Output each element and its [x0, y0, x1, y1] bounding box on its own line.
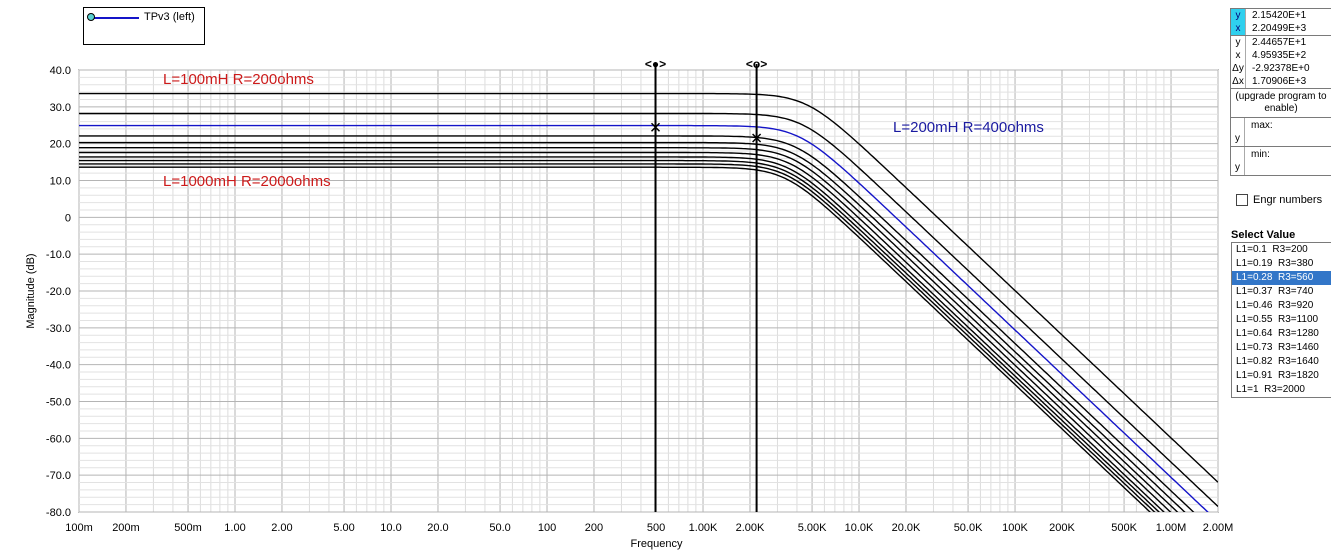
y-tick-label: 0 [65, 212, 71, 224]
engr-numbers-toggle[interactable]: Engr numbers [1236, 194, 1322, 206]
legend: TPv3 (left) [83, 7, 205, 45]
series-group [79, 92, 1218, 512]
select-value-item[interactable]: L1=0.37 R3=740 [1236, 286, 1314, 297]
delta-x-row: Δx 1.70906E+3 [1232, 75, 1307, 88]
y-tick-label: -80.0 [46, 507, 71, 519]
cursor-readout-panel: y 2.15420E+1 x 2.20499E+3 y 2.44657E+1 x… [1230, 8, 1331, 176]
cursor1-y-value: 2.15420E+1 [1252, 10, 1307, 21]
x-tick-label: 500m [174, 522, 202, 534]
x-tick-label: 50.0 [489, 522, 510, 534]
y-tick-label: -10.0 [46, 249, 71, 261]
delta-y-value: -2.92378E+0 [1252, 63, 1310, 74]
x-tick-label: 100 [538, 522, 556, 534]
x-tick-label: 50.0K [954, 522, 983, 534]
series-line-8 [79, 159, 1161, 512]
y-tick-label: 30.0 [50, 102, 71, 114]
y-tick-label: -40.0 [46, 360, 71, 372]
x-tick-label: 100K [1002, 522, 1028, 534]
min-label: min: [1251, 149, 1270, 160]
delta-x-value: 1.70906E+3 [1252, 76, 1307, 87]
series-line-9 [79, 163, 1156, 512]
annotation-label: L=200mH R=400ohms [893, 119, 1044, 136]
series-line-1 [79, 112, 1218, 508]
cursor1-y-row: y 2.15420E+1 [1231, 9, 1331, 22]
y-tick-label: -50.0 [46, 397, 71, 409]
series-line-5 [79, 147, 1179, 512]
cursor-cross-2 [752, 133, 762, 143]
cursor2-x-row: x 4.95935E+2 [1231, 49, 1331, 62]
x-tick-label: 200K [1049, 522, 1075, 534]
y-tick-label: 40.0 [50, 65, 71, 77]
series-line-4 [79, 141, 1186, 512]
x-tick-label: 500K [1111, 522, 1137, 534]
x-tick-label: 20.0K [892, 522, 921, 534]
engr-numbers-checkbox[interactable] [1236, 194, 1248, 206]
annotation-label: L=1000mH R=2000ohms [163, 173, 331, 190]
x-tick-label: 2.00K [736, 522, 765, 534]
cursor1-x-row: x 2.20499E+3 [1231, 22, 1331, 35]
series-line-0 [79, 92, 1218, 483]
series-line-3 [79, 135, 1195, 512]
legend-label: TPv3 (left) [144, 11, 195, 23]
cursor-marker-1: <●> [645, 57, 666, 71]
legend-line [89, 17, 139, 19]
cursor2-x-value: 4.95935E+2 [1252, 50, 1307, 61]
series-line-10 [79, 166, 1152, 512]
cursor2-y-row: y 2.44657E+1 [1231, 35, 1331, 49]
x-tick-label: 1.00 [224, 522, 245, 534]
cursor-cross-1 [650, 122, 661, 132]
x-tick-label: 500 [647, 522, 665, 534]
select-value-item[interactable]: L1=0.91 R3=1820 [1236, 370, 1319, 381]
series-line-7 [79, 156, 1165, 512]
upgrade-note: (upgrade program to enable) [1231, 88, 1331, 117]
select-value-item[interactable]: L1=0.64 R3=1280 [1236, 328, 1319, 339]
y-tick-label: -60.0 [46, 433, 71, 445]
y-tick-label: -20.0 [46, 286, 71, 298]
cursor1-x-value: 2.20499E+3 [1252, 23, 1307, 34]
cursor2-y-value: 2.44657E+1 [1252, 37, 1307, 48]
y-tick-label: 20.0 [50, 139, 71, 151]
x-axis-label: Frequency [631, 538, 683, 550]
x-tick-label: 1.00K [689, 522, 718, 534]
min-row: y min: [1231, 146, 1331, 175]
x-tick-label: 2.00 [271, 522, 292, 534]
x-tick-label: 20.0 [427, 522, 448, 534]
select-value-item[interactable]: L1=0.19 R3=380 [1236, 258, 1314, 269]
max-label: max: [1251, 120, 1273, 131]
y-tick-label: 10.0 [50, 176, 71, 188]
select-value-item[interactable]: L1=0.82 R3=1640 [1236, 356, 1319, 367]
select-value-item[interactable]: L1=0.73 R3=1460 [1236, 342, 1319, 353]
x-tick-label: 100m [65, 522, 93, 534]
x-tick-label: 2.00M [1203, 522, 1234, 534]
series-line-2 [79, 124, 1209, 512]
annotation-label: L=100mH R=200ohms [163, 71, 314, 88]
series-line-6 [79, 151, 1172, 512]
select-value-item[interactable]: L1=0.28 R3=560 [1232, 271, 1331, 285]
y-tick-label: -70.0 [46, 470, 71, 482]
x-tick-label: 5.00K [798, 522, 827, 534]
max-row: y max: [1231, 117, 1331, 146]
select-value-item[interactable]: L1=1 R3=2000 [1236, 384, 1305, 395]
x-tick-label: 200m [112, 522, 140, 534]
legend-marker-icon [87, 13, 95, 21]
select-value-title: Select Value [1231, 229, 1296, 241]
select-value-item[interactable]: L1=0.1 R3=200 [1236, 244, 1308, 255]
x-tick-label: 5.00 [333, 522, 354, 534]
grid [78, 69, 1219, 513]
engr-numbers-label: Engr numbers [1253, 194, 1323, 206]
select-value-item[interactable]: L1=0.55 R3=1100 [1236, 314, 1319, 325]
x-tick-label: 10.0 [380, 522, 401, 534]
x-tick-label: 10.0K [845, 522, 874, 534]
y-tick-label: -30.0 [46, 323, 71, 335]
delta-y-row: Δy -2.92378E+0 [1232, 62, 1310, 75]
x-tick-label: 1.00M [1156, 522, 1187, 534]
select-value-list[interactable]: L1=0.1 R3=200 L1=0.19 R3=380 L1=0.28 R3=56… [1231, 242, 1331, 398]
select-value-item[interactable]: L1=0.46 R3=920 [1236, 300, 1314, 311]
y-axis-label: Magnitude (dB) [25, 253, 37, 328]
x-tick-label: 200 [585, 522, 603, 534]
cursor-marker-2: <o> [746, 57, 767, 71]
